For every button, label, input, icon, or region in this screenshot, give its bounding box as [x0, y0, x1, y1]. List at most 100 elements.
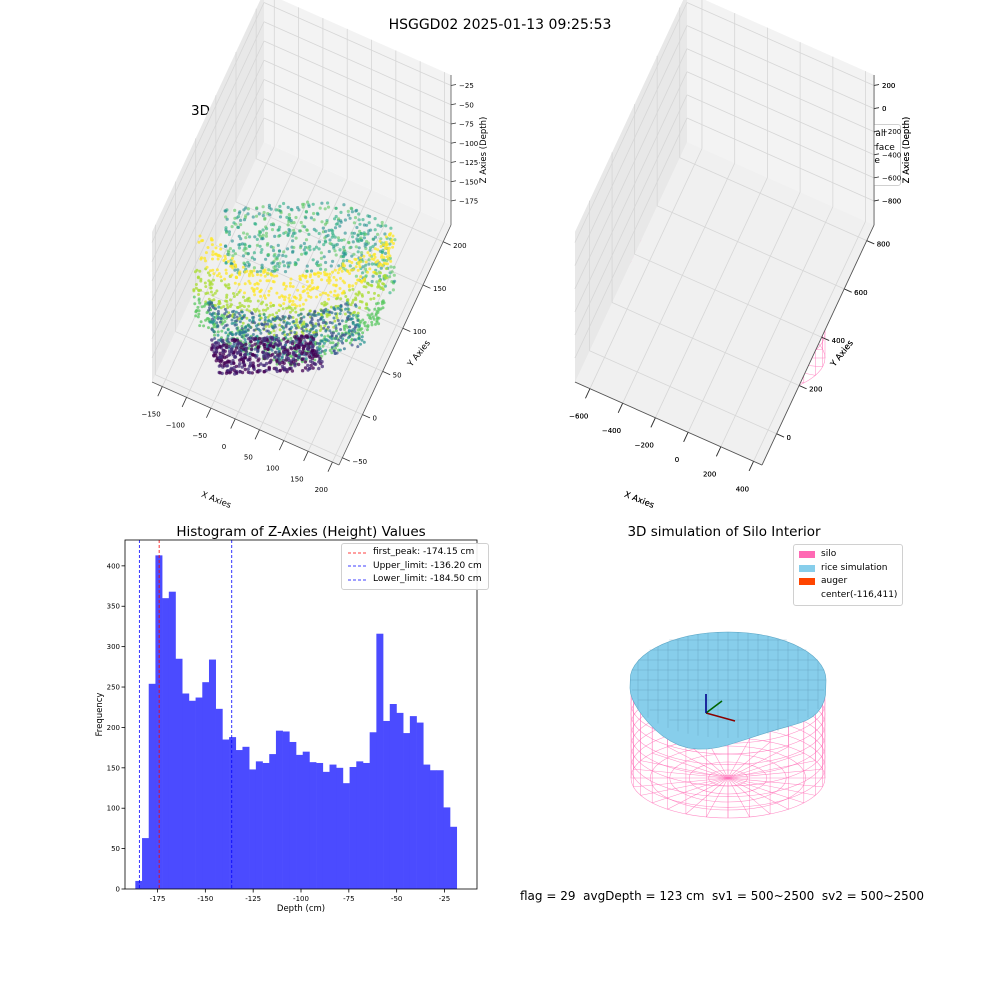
data-point: [370, 262, 374, 266]
data-point: [223, 277, 227, 281]
data-point: [277, 249, 282, 253]
data-point: [219, 243, 223, 247]
data-point: [368, 253, 372, 257]
z-axis-tick-label: −400: [882, 151, 901, 159]
z-axis-tick-label: −800: [882, 198, 901, 206]
data-point: [304, 210, 308, 214]
data-point: [254, 214, 259, 218]
data-point: [352, 221, 356, 225]
data-point: [293, 231, 297, 235]
data-point: [326, 233, 330, 238]
data-point: [350, 261, 354, 264]
data-point: [255, 206, 259, 210]
data-point: [259, 250, 263, 254]
data-point: [287, 227, 291, 232]
data-point: [242, 218, 247, 222]
data-point: [211, 253, 215, 257]
data-point: [366, 251, 370, 255]
data-point: [252, 257, 257, 261]
data-point: [384, 224, 388, 228]
data-point: [351, 235, 355, 239]
data-point: [211, 268, 215, 272]
data-point: [267, 268, 271, 272]
data-point: [305, 280, 309, 284]
data-point: [288, 293, 292, 297]
data-point: [263, 296, 267, 300]
data-point: [381, 243, 385, 247]
data-point: [291, 239, 295, 243]
data-point: [379, 224, 383, 228]
data-point: [260, 248, 264, 252]
data-point: [266, 271, 270, 275]
data-point: [328, 238, 332, 242]
x-axis-tick-label: −400: [602, 427, 621, 435]
data-point: [299, 244, 303, 248]
silo-floor-spoke: [640, 760, 729, 779]
data-point: [264, 231, 269, 235]
data-point: [271, 246, 275, 250]
data-point: [224, 226, 228, 230]
data-point: [255, 287, 259, 290]
data-point: [333, 268, 337, 272]
data-point: [231, 249, 236, 253]
data-point: [258, 244, 262, 248]
data-point: [381, 306, 385, 310]
data-point: [371, 244, 375, 248]
data-point: [325, 221, 329, 225]
data-point: [333, 226, 338, 230]
data-point: [239, 237, 243, 241]
data-point: [246, 207, 250, 211]
data-point: [344, 295, 348, 298]
data-point: [230, 239, 234, 243]
data-point: [278, 209, 282, 213]
data-point: [213, 291, 217, 295]
data-point: [323, 236, 327, 240]
silo-floor-spoke: [727, 777, 816, 796]
data-point: [245, 232, 249, 236]
data-point: [342, 248, 346, 252]
x-axis-tick-label: 200: [315, 486, 328, 494]
x-axis-tick-label: 0: [222, 443, 226, 451]
data-point: [376, 223, 380, 227]
data-point: [266, 306, 270, 310]
data-point: [345, 338, 348, 342]
data-point: [261, 205, 265, 209]
data-point: [319, 256, 323, 260]
data-point: [301, 224, 305, 228]
data-point: [238, 301, 242, 305]
data-point: [327, 249, 331, 254]
x-axis-tick-label: 400: [736, 485, 749, 493]
data-point: [243, 242, 247, 246]
data-point: [237, 246, 241, 250]
data-point: [355, 225, 359, 230]
data-point: [224, 257, 227, 261]
data-point: [269, 304, 273, 308]
data-point: [271, 313, 275, 317]
z-axis-tick-label: −75: [459, 121, 474, 129]
data-point: [332, 293, 336, 297]
y-axis-tick-label: 100: [413, 328, 426, 336]
data-point: [258, 234, 262, 238]
data-point: [380, 250, 384, 254]
data-point: [235, 293, 239, 296]
data-point: [333, 217, 337, 221]
data-point: [240, 304, 244, 307]
data-point: [370, 279, 374, 284]
data-point: [350, 254, 354, 258]
data-point: [273, 252, 277, 256]
data-point: [359, 231, 363, 236]
data-point: [242, 305, 246, 309]
data-point: [225, 293, 229, 297]
data-point: [278, 323, 282, 327]
y-axis-tick-label: 200: [453, 242, 466, 250]
data-point: [323, 324, 327, 328]
data-point: [369, 297, 373, 301]
data-point: [354, 258, 358, 261]
data-point: [242, 231, 246, 235]
data-point: [283, 298, 287, 302]
z-axis-tick-label: −50: [459, 101, 474, 109]
data-point: [334, 253, 338, 257]
data-point: [341, 255, 346, 259]
